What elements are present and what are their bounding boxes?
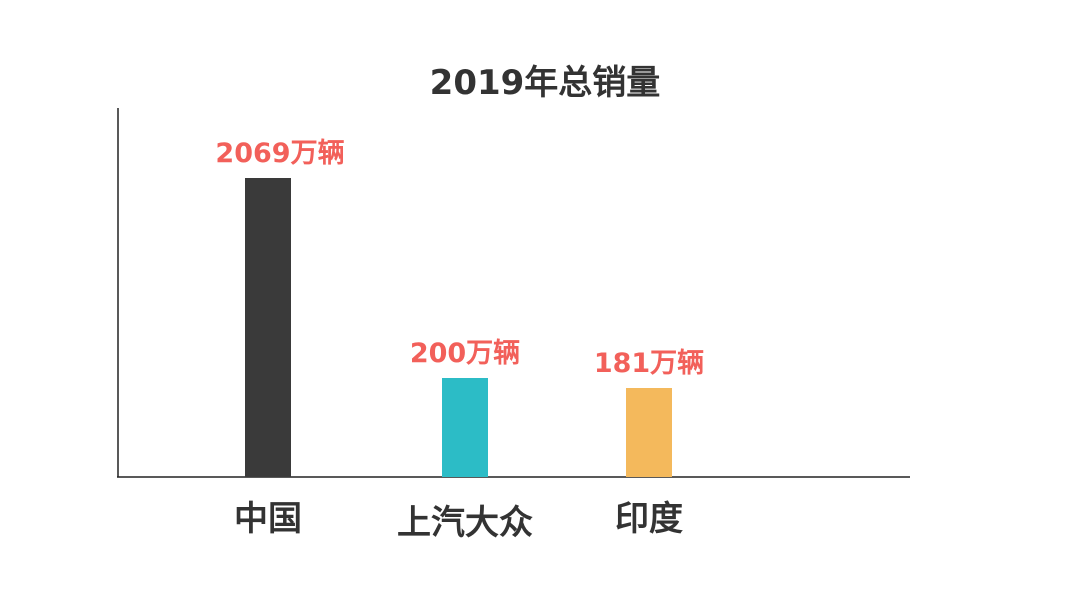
data-label-1: 2069万辆 (215, 138, 344, 169)
category-label-1: 中国 (234, 499, 302, 539)
category-label-3: 印度 (615, 499, 683, 539)
data-label-2: 200万辆 (410, 338, 520, 369)
bar-3 (626, 388, 672, 477)
category-label-2: 上汽大众 (397, 503, 533, 543)
data-label-3: 181万辆 (594, 348, 704, 379)
chart-title: 2019年总销量 (430, 63, 661, 103)
bar-2 (442, 378, 488, 477)
bar-1 (245, 178, 291, 477)
